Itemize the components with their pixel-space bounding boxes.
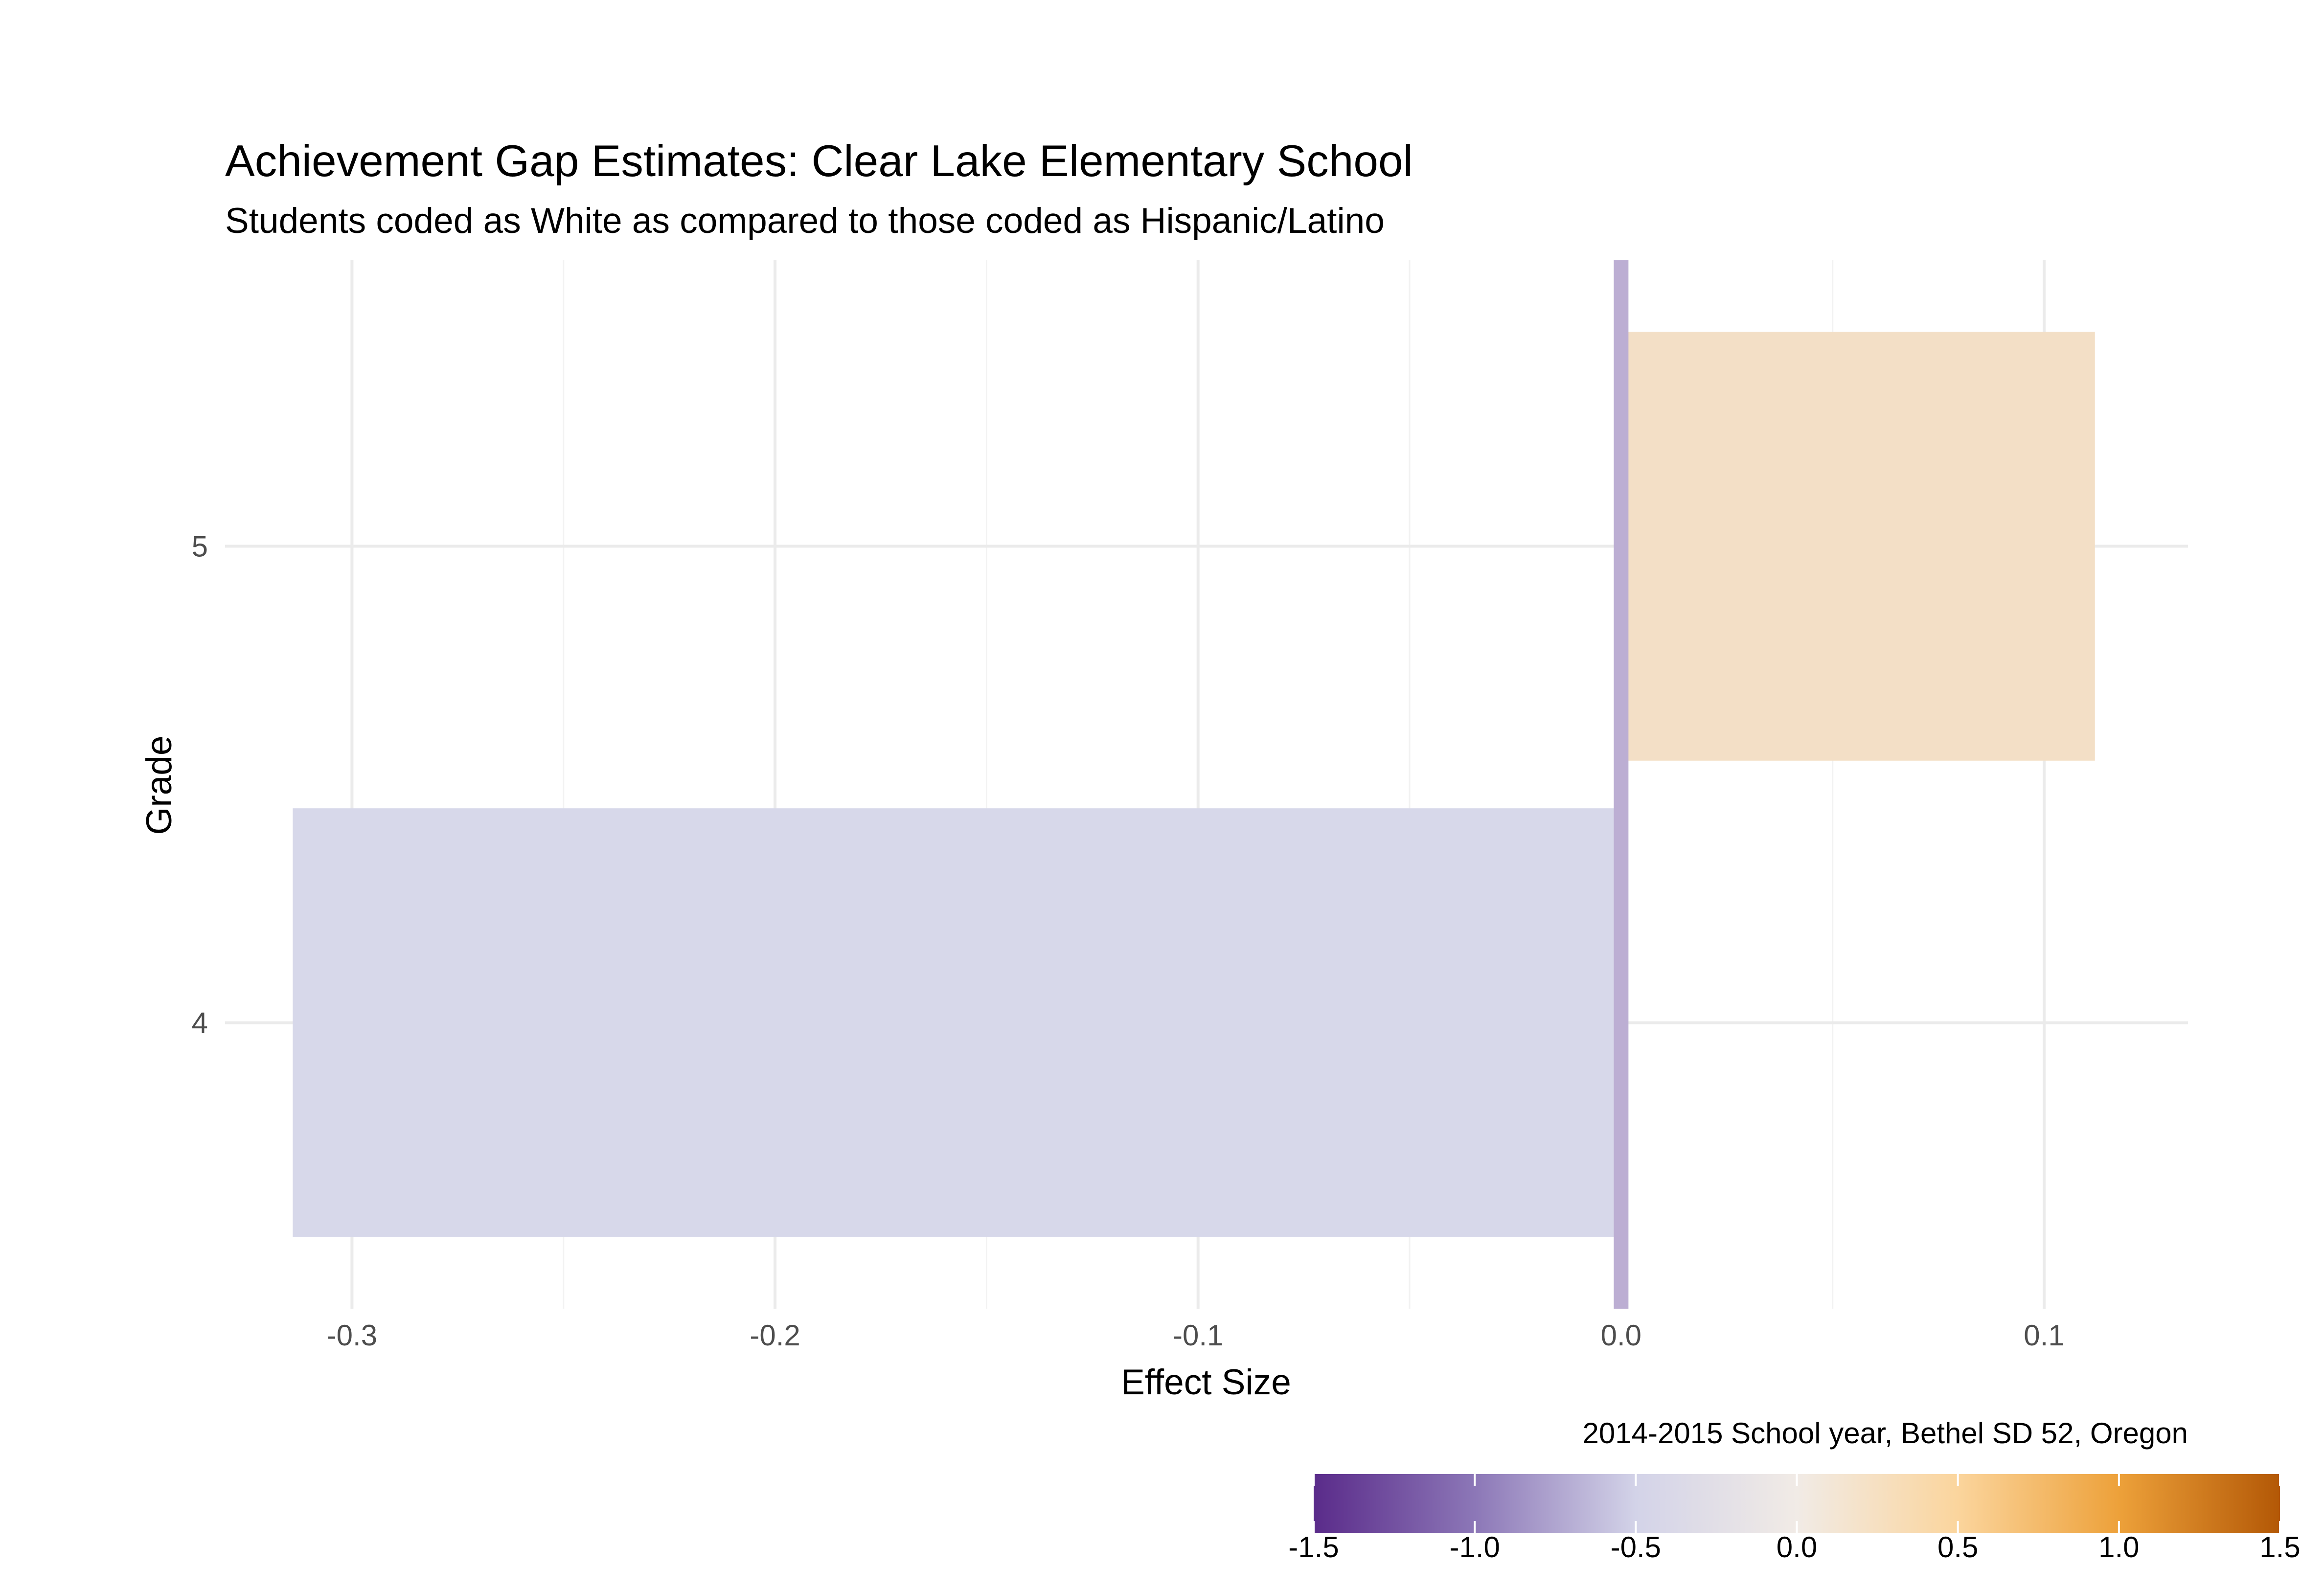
- colorbar-tick-label: 1.0: [2098, 1531, 2139, 1564]
- y-axis-title: Grade: [139, 736, 179, 835]
- colorbar-tick-label: 1.5: [2259, 1531, 2300, 1564]
- colorbar-tick-label: 0.5: [1937, 1531, 1978, 1564]
- x-tick-label: 0.1: [2024, 1319, 2064, 1352]
- bar-grade-5: [1621, 332, 2095, 761]
- x-tick-label: -0.2: [750, 1319, 800, 1352]
- x-tick-labels: -0.3 -0.2 -0.1 0.0 0.1: [327, 1319, 2065, 1352]
- colorbar-tick-label: 0.0: [1777, 1531, 1817, 1564]
- x-tick-label: -0.1: [1173, 1319, 1223, 1352]
- x-axis-title: Effect Size: [1121, 1363, 1291, 1402]
- x-tick-label: 0.0: [1601, 1319, 1641, 1352]
- bar-grade-4: [293, 808, 1621, 1237]
- chart-caption: 2014-2015 School year, Bethel SD 52, Ore…: [1583, 1417, 2188, 1450]
- chart-title: Achievement Gap Estimates: Clear Lake El…: [225, 136, 1413, 186]
- color-legend: -1.5 -1.0 -0.5 0.0 0.5 1.0 1.5: [1288, 1474, 2301, 1564]
- y-tick-labels: 45: [192, 530, 208, 1039]
- colorbar-ticks: -1.5 -1.0 -0.5 0.0 0.5 1.0 1.5: [1288, 1474, 2301, 1564]
- colorbar-tick-label: -1.5: [1288, 1531, 1339, 1564]
- colorbar-tick-label: -1.0: [1449, 1531, 1500, 1564]
- colorbar-tick-label: -0.5: [1611, 1531, 1661, 1564]
- x-tick-label: -0.3: [327, 1319, 377, 1352]
- chart-subtitle: Students coded as White as compared to t…: [225, 201, 1385, 241]
- y-tick-label: 5: [192, 530, 208, 563]
- y-tick-label: 4: [192, 1007, 208, 1040]
- bars: [293, 332, 2095, 1237]
